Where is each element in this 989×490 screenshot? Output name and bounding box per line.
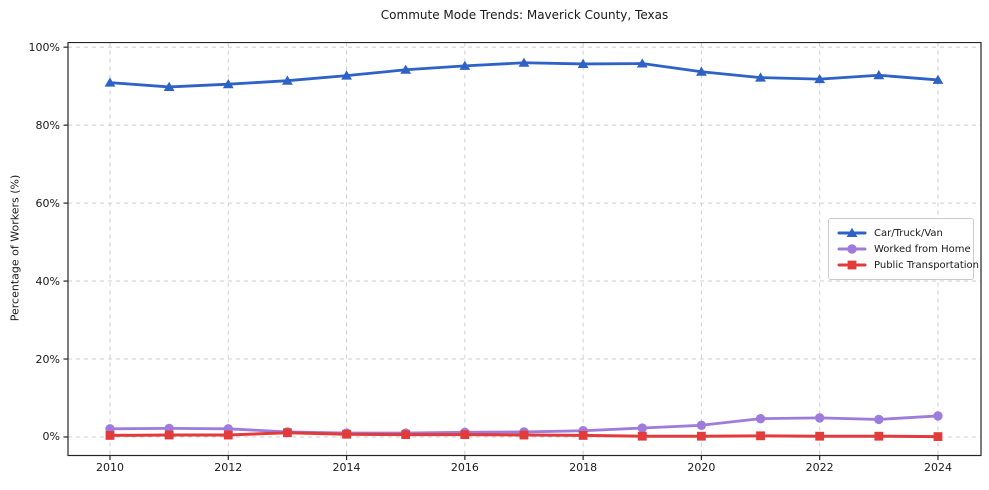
legend-label: Car/Truck/Van bbox=[874, 227, 943, 239]
y-tick-label: 20% bbox=[35, 352, 60, 366]
legend-item-home: Worked from Home bbox=[837, 241, 971, 257]
legend-item-transit: Public Transportation bbox=[837, 257, 979, 273]
x-tick-label: 2016 bbox=[450, 461, 479, 474]
y-tick-label: 40% bbox=[35, 274, 60, 288]
y-tick-label: 80% bbox=[35, 118, 60, 132]
x-tick-label: 2010 bbox=[96, 461, 124, 474]
y-tick-label: 100% bbox=[28, 40, 60, 54]
x-tick-label: 2024 bbox=[923, 461, 952, 474]
x-tick-label: 2014 bbox=[332, 461, 361, 474]
home-line-marker-icon bbox=[837, 244, 867, 254]
legend-label: Worked from Home bbox=[874, 243, 971, 255]
legend-item-car: Car/Truck/Van bbox=[837, 225, 965, 241]
x-tick-label: 2012 bbox=[214, 461, 243, 474]
y-tick-label: 60% bbox=[35, 196, 60, 210]
y-tick-label: 0% bbox=[42, 430, 60, 444]
plot-area bbox=[63, 42, 982, 460]
car-line-marker-icon bbox=[837, 227, 867, 237]
x-tick-label: 2020 bbox=[687, 461, 716, 474]
legend-label: Public Transportation bbox=[874, 259, 979, 271]
chart-title: Commute Mode Trends: Maverick County, Te… bbox=[380, 8, 669, 22]
x-tick-label: 2018 bbox=[569, 461, 598, 474]
transit-line-marker-icon bbox=[837, 260, 867, 270]
legend: Car/Truck/Van Worked from Home Public Tr… bbox=[828, 218, 979, 280]
x-tick-label: 2022 bbox=[805, 461, 834, 474]
